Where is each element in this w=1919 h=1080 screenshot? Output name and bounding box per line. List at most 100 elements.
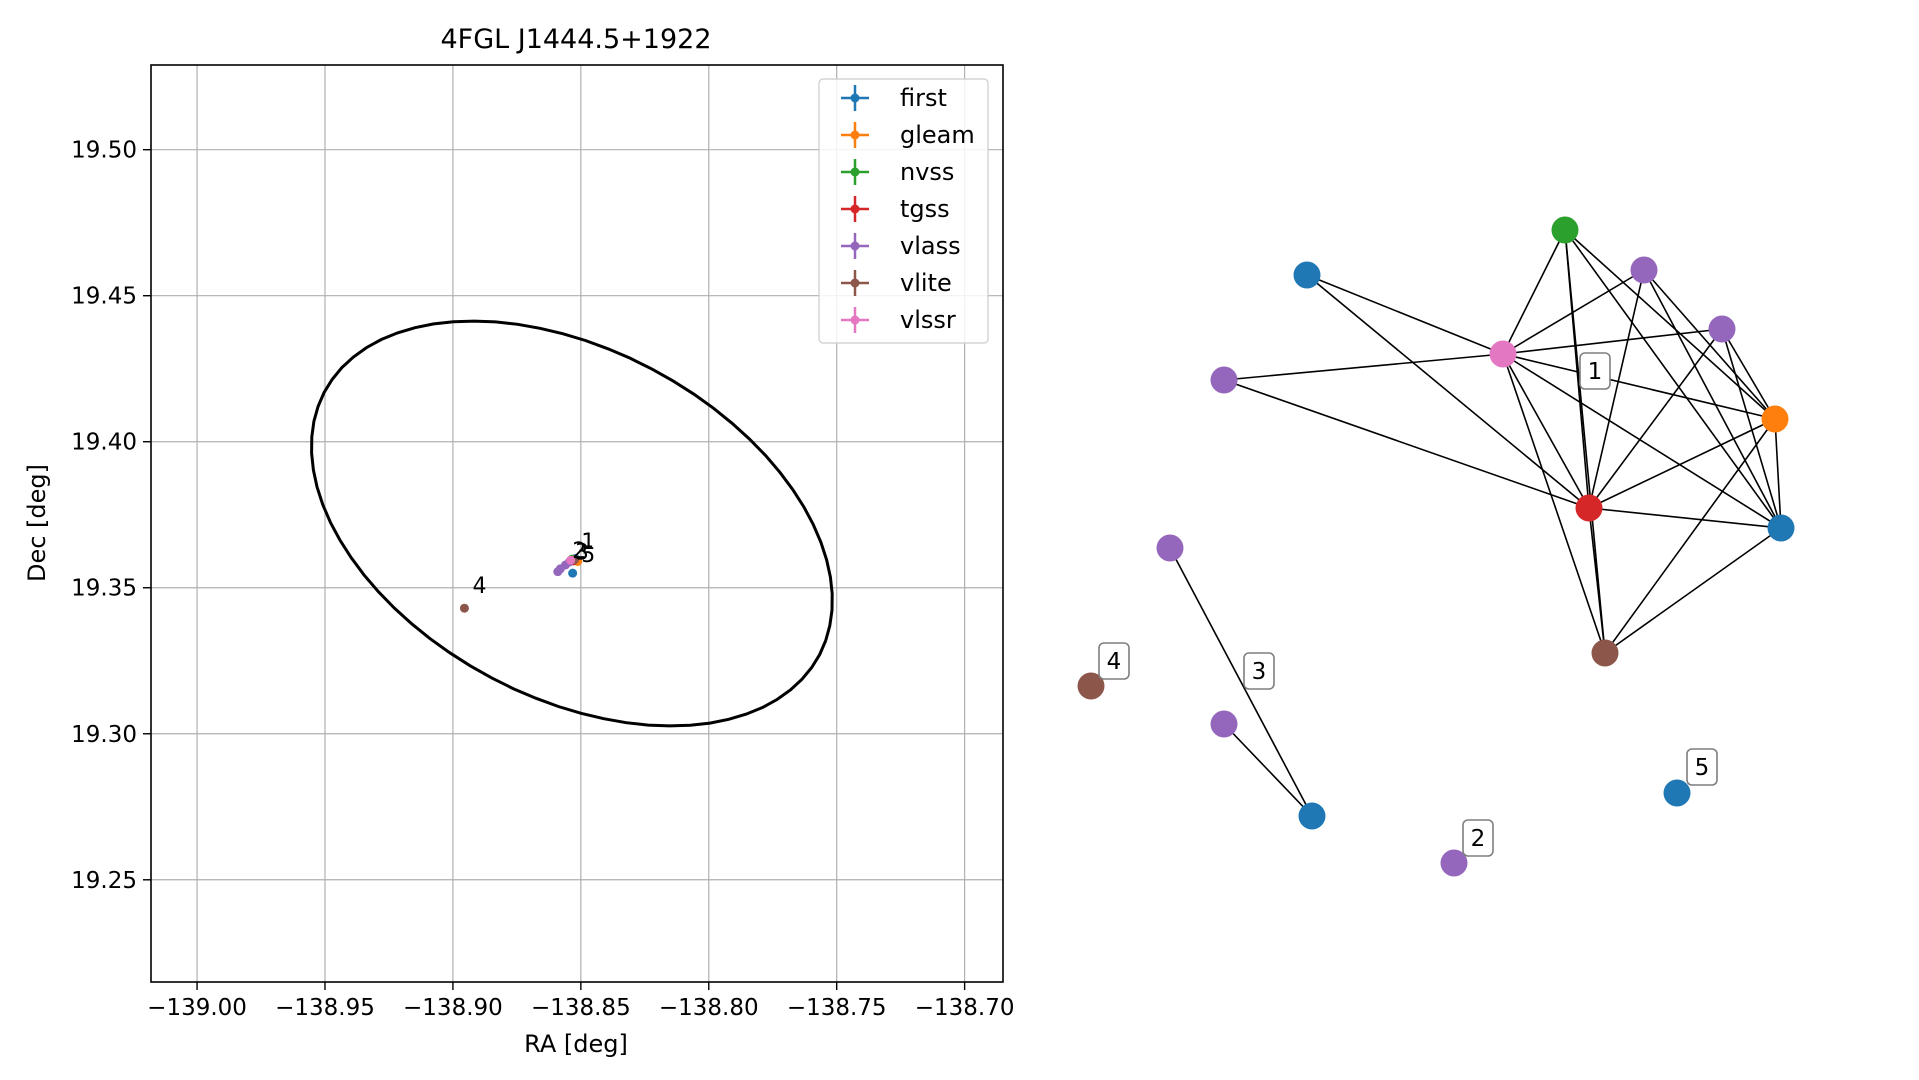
legend-marker-dot [850, 167, 860, 177]
point-annotation: 2 [572, 539, 586, 564]
y-tick-label: 19.30 [71, 722, 137, 748]
legend-entry-vlass: vlass [841, 232, 961, 260]
y-axis-label: Dec [deg] [23, 464, 51, 582]
legend: first gleam nvss tgss vlass vlite vlssr [818, 78, 989, 344]
legend-label: gleam [900, 121, 975, 149]
x-tick-label: −138.75 [787, 995, 887, 1021]
group-label: 1 [1579, 352, 1611, 390]
legend-marker-dot [850, 204, 860, 214]
graph-node [1293, 261, 1321, 289]
graph-edge [1306, 274, 1590, 509]
graph-nodes [1077, 216, 1795, 877]
legend-marker-dot [850, 241, 860, 251]
group-label: 4 [1098, 642, 1130, 680]
graph-node [1440, 849, 1468, 877]
graph-edge [1564, 229, 1782, 529]
legend-entry-tgss: tgss [841, 195, 950, 223]
legend-label: vlass [900, 232, 961, 260]
graph-edge [1604, 527, 1782, 654]
x-axis-label: RA [deg] [524, 1030, 628, 1058]
legend-marker-dot [850, 315, 860, 325]
graph-edge [1588, 328, 1723, 509]
group-label: 2 [1462, 819, 1494, 857]
legend-entry-vlssr: vlssr [841, 306, 956, 334]
point-annotation: 5 [581, 543, 595, 568]
group-label-box [1686, 748, 1718, 786]
graph-edge [1588, 507, 1606, 654]
legend-label: vlite [900, 269, 952, 297]
graph-edge [1774, 418, 1782, 529]
chart-title: 4FGL J1444.5+1922 [440, 24, 711, 55]
graph-edge [1502, 353, 1606, 654]
legend-label: vlssr [900, 306, 956, 334]
graph-edge [1223, 379, 1590, 509]
network-graph: 1 3 4 2 5 [1077, 216, 1795, 877]
graph-node [1761, 405, 1789, 433]
graph-edge [1502, 328, 1723, 355]
graph-edge [1643, 269, 1782, 529]
x-tick-label: −138.85 [531, 995, 631, 1021]
group-label-box [1243, 652, 1275, 690]
graph-node [1630, 256, 1658, 284]
graph-edge [1223, 353, 1504, 381]
x-tick-label: −138.80 [659, 995, 759, 1021]
group-label-text: 4 [1107, 649, 1122, 675]
graph-node [1210, 366, 1238, 394]
graph-node [1298, 802, 1326, 830]
data-points [459, 554, 583, 613]
y-tick-label: 19.25 [71, 868, 137, 894]
graph-edge [1604, 418, 1776, 654]
graph-edge [1721, 328, 1782, 529]
point-vlssr [566, 555, 576, 565]
group-label-box [1098, 642, 1130, 680]
graph-edge [1169, 547, 1313, 817]
graph-edge [1564, 229, 1776, 420]
graph-node [1489, 340, 1517, 368]
graph-edge [1564, 229, 1606, 654]
x-tick-label: −139.00 [147, 995, 247, 1021]
ellipse-outline [310, 319, 834, 728]
plot-frame [150, 64, 1004, 983]
graph-edge [1502, 353, 1782, 529]
graph-node [1767, 514, 1795, 542]
graph-node [1591, 639, 1619, 667]
graph-labels: 1 3 4 2 5 [1098, 352, 1718, 857]
graph-edge [1502, 353, 1590, 509]
graph-edge [1588, 418, 1776, 509]
legend-marker-dot [850, 93, 860, 103]
group-label-box [1579, 352, 1611, 390]
graph-node [1551, 216, 1579, 244]
graph-edge [1306, 274, 1504, 355]
group-label: 5 [1686, 748, 1718, 786]
legend-marker-dot [850, 278, 860, 288]
group-label-text: 1 [1588, 359, 1603, 385]
legend-entry-vlite: vlite [841, 269, 952, 297]
legend-label: first [900, 84, 947, 112]
graph-node [1708, 315, 1736, 343]
y-tick-label: 19.45 [71, 284, 137, 310]
legend-box [818, 78, 989, 344]
graph-edge [1223, 723, 1313, 817]
group-label-text: 3 [1252, 659, 1267, 685]
x-axis-ticks: −139.00 −138.95 −138.90 −138.85 −138.80 −138.… [147, 982, 1014, 1021]
legend-marker-dot [850, 130, 860, 140]
graph-edge [1721, 328, 1776, 420]
legend-entry-first: first [841, 84, 947, 112]
y-tick-label: 19.40 [71, 430, 137, 456]
graph-edge [1588, 269, 1645, 509]
y-tick-label: 19.50 [71, 138, 137, 164]
graph-node [1077, 672, 1105, 700]
graph-node [1210, 710, 1238, 738]
point-annotation: 3 [575, 540, 589, 565]
graph-edge [1502, 229, 1566, 355]
group-label-text: 2 [1471, 826, 1486, 852]
graph-node [1575, 494, 1603, 522]
group-label: 3 [1243, 652, 1275, 690]
legend-entry-nvss: nvss [841, 158, 954, 186]
x-tick-label: −138.95 [275, 995, 375, 1021]
point-annotation: 4 [473, 574, 487, 599]
group-label-box [1462, 819, 1494, 857]
